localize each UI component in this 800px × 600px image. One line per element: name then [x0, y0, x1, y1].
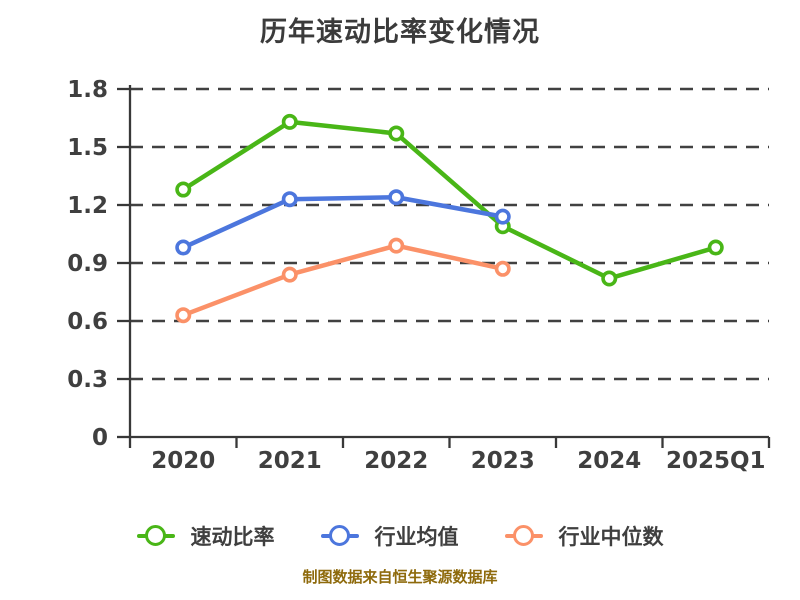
x-axis-label-2025Q1: 2025Q1 [666, 448, 766, 474]
point-industry-mean-2021 [281, 191, 298, 208]
y-axis-label-1.8: 1.8 [67, 77, 108, 103]
point-industry-mean-2020 [175, 239, 192, 256]
line-circle-marker-icon [136, 525, 175, 547]
legend-item-industry-median[interactable]: 行业中位数 [504, 521, 664, 551]
chart-canvas: 0 0.3 0.6 0.9 1.2 1.5 1.8 2020 2021 2022 2023 2024 2… [67, 77, 771, 474]
legend-item-quick-ratio[interactable]: 速动比率 [136, 521, 275, 551]
y-axis-label-1.5: 1.5 [67, 135, 108, 161]
point-quick-ratio-2020 [175, 181, 192, 198]
point-industry-mean-2022 [388, 189, 405, 206]
line-circle-marker-icon [320, 525, 359, 547]
x-axis-label-2023: 2023 [471, 448, 535, 474]
point-quick-ratio-2024 [601, 270, 618, 287]
point-industry-median-2020 [175, 307, 192, 324]
y-axis-label-1.2: 1.2 [67, 193, 108, 219]
series-line-industry-median [181, 243, 505, 318]
point-quick-ratio-2025Q1 [707, 239, 724, 256]
x-axis-label-2024: 2024 [577, 448, 641, 474]
point-industry-median-2021 [281, 266, 298, 283]
legend-dot-swatch [328, 525, 350, 546]
legend-item-industry-mean[interactable]: 行业均值 [320, 521, 459, 551]
legend-label-industry-median: 行业中位数 [558, 525, 664, 549]
legend-dot-swatch [144, 525, 166, 546]
y-axis-label-0: 0 [92, 425, 108, 451]
point-industry-median-2023 [494, 260, 511, 277]
y-axis-label-0.3: 0.3 [67, 367, 108, 393]
legend-label-quick-ratio: 速动比率 [190, 525, 275, 549]
point-industry-mean-2023 [494, 208, 511, 225]
y-axis-label-0.9: 0.9 [67, 251, 108, 277]
series-line-quick-ratio [181, 119, 718, 281]
legend-dot-swatch [512, 525, 534, 546]
x-axis-label-2020: 2020 [151, 448, 215, 474]
point-quick-ratio-2021 [281, 113, 298, 130]
chart-title: 历年速动比率变化情况 [260, 17, 540, 48]
legend: 速动比率 行业均值 行业中位数 [0, 512, 800, 560]
x-axis-label-2021: 2021 [258, 448, 322, 474]
point-industry-median-2022 [388, 237, 405, 254]
line-circle-marker-icon [504, 525, 543, 547]
series-line-industry-mean [181, 195, 505, 250]
point-quick-ratio-2022 [388, 125, 405, 142]
x-axis-label-2022: 2022 [364, 448, 428, 474]
data-source-caption: 制图数据来自恒生聚源数据库 [302, 568, 498, 586]
y-axis-label-0.6: 0.6 [67, 309, 108, 335]
legend-label-industry-mean: 行业均值 [374, 525, 459, 549]
